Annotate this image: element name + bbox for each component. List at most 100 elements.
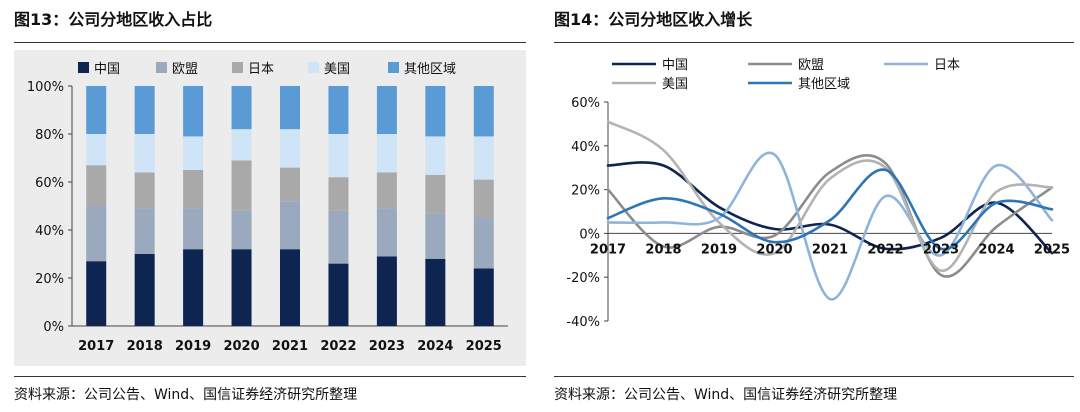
- x-tick-label: 2018: [645, 242, 681, 257]
- bar-series-0-2023: [376, 256, 397, 326]
- bar-series-0-2022: [328, 263, 349, 326]
- y-tick-label: 20%: [35, 272, 64, 287]
- x-tick-label: 2021: [812, 242, 848, 257]
- bar-series-3-2019: [183, 136, 204, 170]
- bar-series-0-2025: [473, 268, 494, 326]
- bar-series-1-2021: [280, 201, 300, 250]
- bar-series-2-2022: [328, 177, 349, 211]
- bar-series-0-2020: [231, 249, 252, 326]
- x-tick-label: 2020: [223, 339, 259, 354]
- legend-swatch-series-2: [232, 62, 243, 73]
- bar-series-3-2017: [86, 134, 107, 166]
- bar-series-1-2022: [328, 210, 349, 264]
- bar-series-2-2024: [425, 174, 446, 214]
- bar-series-2-2018: [134, 172, 155, 209]
- x-tick-label: 2017: [78, 339, 114, 354]
- legend-label-series-1: 欧盟: [798, 58, 824, 73]
- left-source-rule: [14, 376, 526, 377]
- bar-series-2-2025: [473, 179, 494, 218]
- left-chart-title: 图13：公司分地区收入占比: [14, 10, 213, 29]
- bar-series-4-2023: [376, 86, 397, 134]
- y-tick-label: -40%: [566, 315, 600, 330]
- x-tick-label: 2025: [1034, 242, 1070, 257]
- bar-series-1-2020: [231, 210, 252, 250]
- left-chart-panel: 图13：公司分地区收入占比 0% 20% 40% 60% 80% 100% 2017 2018…: [0, 0, 530, 412]
- bar-series-4-2018: [134, 86, 155, 134]
- y-tick-label: -20%: [566, 271, 600, 286]
- bar-series-4-2024: [425, 86, 446, 137]
- x-tick-label: 2023: [369, 339, 405, 354]
- bar-series-3-2022: [328, 134, 349, 178]
- bar-series-1-2018: [134, 208, 155, 254]
- x-tick-label: 2023: [923, 242, 959, 257]
- y-tick-label: 40%: [35, 224, 64, 239]
- legend-swatch-series-1: [156, 62, 167, 73]
- y-tick-label: 20%: [571, 184, 600, 199]
- bar-series-4-2020: [231, 86, 252, 130]
- y-tick-label: 60%: [571, 96, 600, 111]
- bar-series-1-2017: [86, 206, 107, 262]
- x-tick-label: 2025: [466, 339, 502, 354]
- right-title-rule: [554, 42, 1074, 43]
- legend-label-series-1: 欧盟: [172, 62, 198, 77]
- bar-series-0-2024: [425, 258, 446, 326]
- bar-series-2-2023: [376, 172, 397, 209]
- bar-series-3-2020: [231, 129, 252, 161]
- x-tick-label: 2024: [417, 339, 453, 354]
- legend-label-series-0: 中国: [94, 62, 120, 77]
- right-chart-panel: 图14：公司分地区收入增长 -40% -20% 0% 20% 40% 60% 2017 201…: [552, 0, 1080, 412]
- bar-series-1-2023: [376, 208, 397, 257]
- right-source-rule: [554, 376, 1074, 377]
- bar-series-4-2021: [280, 86, 300, 130]
- y-tick-label: 0%: [579, 227, 600, 242]
- legend-label-series-4: 其他区域: [798, 77, 850, 92]
- y-tick-label: 80%: [35, 128, 64, 143]
- x-tick-label: 2021: [272, 339, 308, 354]
- bar-series-3-2023: [376, 134, 397, 173]
- bar-series-4-2025: [473, 86, 494, 137]
- legend-label-series-3: 美国: [662, 77, 688, 92]
- right-source-note: 资料来源：公司公告、Wind、国信证券经济研究所整理: [554, 387, 898, 403]
- y-tick-label: 40%: [571, 140, 600, 155]
- legend-label-series-4: 其他区域: [404, 62, 456, 77]
- line-series-3: [606, 120, 1054, 272]
- bar-series-4-2017: [86, 86, 107, 134]
- legend-label-series-0: 中国: [662, 58, 688, 73]
- line-chart: -40% -20% 0% 20% 40% 60% 2017 2018 2019 2020 2021 2…: [566, 58, 1070, 330]
- bar-series-4-2022: [328, 86, 349, 134]
- bar-series-2-2017: [86, 165, 107, 206]
- bar-series-3-2024: [425, 136, 446, 175]
- x-tick-label: 2022: [320, 339, 356, 354]
- x-tick-label: 2018: [127, 339, 163, 354]
- right-chart-title: 图14：公司分地区收入增长: [554, 10, 753, 29]
- x-tick-label: 2019: [175, 339, 211, 354]
- x-tick-label: 2019: [701, 242, 737, 257]
- legend-label-series-2: 日本: [248, 62, 274, 77]
- y-tick-label: 60%: [35, 176, 64, 191]
- legend-swatch-series-0: [78, 62, 89, 73]
- left-title-rule: [14, 42, 526, 43]
- bar-series-1-2025: [473, 218, 494, 269]
- stacked-bar-chart: 0% 20% 40% 60% 80% 100% 2017 2018 2019 2020 2021 20…: [14, 50, 526, 366]
- legend-label-series-2: 日本: [934, 58, 960, 73]
- bar-series-0-2021: [280, 249, 300, 326]
- x-tick-label: 2020: [756, 242, 792, 257]
- legend-swatch-series-3: [308, 62, 319, 73]
- line-series-4: [606, 168, 1054, 251]
- x-tick-label: 2022: [867, 242, 903, 257]
- bar-series-2-2019: [183, 170, 204, 209]
- bar-series-0-2019: [183, 249, 204, 326]
- bar-series-3-2025: [473, 136, 494, 180]
- line-series-1: [606, 153, 1054, 278]
- bar-series-1-2019: [183, 208, 204, 250]
- bar-series-0-2017: [86, 261, 107, 326]
- bar-series-2-2020: [231, 160, 252, 211]
- bar-series-4-2019: [183, 86, 204, 137]
- bar-series-3-2021: [280, 129, 300, 168]
- y-tick-label: 0%: [43, 320, 64, 335]
- bar-series-3-2018: [134, 134, 155, 173]
- legend-label-series-3: 美国: [324, 62, 350, 77]
- y-tick-label: 100%: [27, 80, 64, 95]
- x-tick-label: 2017: [590, 242, 626, 257]
- x-tick-label: 2024: [978, 242, 1014, 257]
